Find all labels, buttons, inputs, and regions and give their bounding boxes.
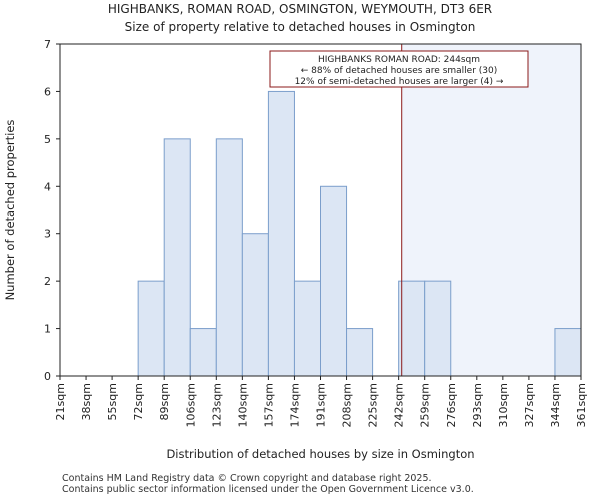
- footer-line-2: Contains public sector information licen…: [62, 484, 474, 495]
- y-tick-label: 5: [44, 133, 51, 146]
- y-tick-label: 0: [44, 370, 51, 383]
- bar-106sqm: [189, 328, 217, 377]
- chart-title: HIGHBANKS, ROMAN ROAD, OSMINGTON, WEYMOU…: [107, 2, 493, 16]
- annotation-line-3: 12% of semi-detached houses are larger (…: [295, 77, 504, 87]
- x-tick-label: 72sqm: [132, 383, 145, 420]
- bar-72sqm: [137, 280, 165, 377]
- bar-208sqm: [346, 328, 374, 377]
- annotation-border: [269, 50, 529, 88]
- x-tick-label: 106sqm: [184, 383, 197, 427]
- x-tick-label: 208sqm: [341, 383, 354, 427]
- bar-89sqm: [163, 138, 191, 377]
- x-tick-label: 191sqm: [315, 383, 328, 427]
- bar-259sqm: [424, 280, 452, 377]
- bar-140sqm: [241, 233, 269, 377]
- x-axis-label: Distribution of detached houses by size …: [166, 447, 474, 461]
- x-tick-label: 157sqm: [262, 383, 275, 427]
- x-tick-label: 310sqm: [497, 383, 510, 427]
- x-tick-label: 21sqm: [54, 383, 67, 420]
- x-tick-label: 293sqm: [471, 383, 484, 427]
- bar-344sqm: [554, 328, 582, 377]
- annotation-line-1: HIGHBANKS ROMAN ROAD: 244sqm: [318, 55, 480, 65]
- bar-123sqm: [215, 138, 243, 377]
- x-tick-label: 140sqm: [236, 383, 249, 427]
- x-tick-label: 174sqm: [288, 383, 301, 427]
- annotation-line-2: ← 88% of detached houses are smaller (30…: [301, 66, 498, 76]
- bar-191sqm: [320, 185, 348, 377]
- bar-174sqm: [293, 280, 322, 377]
- y-tick-label: 1: [44, 323, 51, 336]
- chart-subtitle: Size of property relative to detached ho…: [124, 20, 476, 34]
- x-tick-label: 55sqm: [106, 383, 119, 420]
- x-tick-label: 225sqm: [367, 383, 380, 427]
- y-tick-label: 2: [44, 275, 51, 288]
- x-tick-label: 327sqm: [523, 383, 536, 427]
- x-tick-label: 276sqm: [445, 383, 458, 427]
- y-tick-label: 6: [44, 85, 51, 98]
- bar-157sqm: [267, 90, 295, 377]
- y-tick-label: 7: [44, 38, 51, 51]
- x-tick-label: 259sqm: [419, 383, 432, 427]
- bar-242sqm: [398, 280, 426, 377]
- x-tick-label: 361sqm: [575, 383, 588, 427]
- annotation-box: HIGHBANKS ROMAN ROAD: 244sqm ← 88% of de…: [269, 50, 529, 88]
- x-tick-label: 242sqm: [393, 383, 406, 427]
- x-tick-label: 123sqm: [210, 383, 223, 427]
- x-tick-label: 89sqm: [158, 383, 171, 420]
- footer-line-1: Contains HM Land Registry data © Crown c…: [62, 473, 432, 484]
- y-tick-label: 4: [44, 180, 51, 193]
- y-tick-label: 3: [44, 228, 51, 241]
- y-axis-label: Number of detached properties: [3, 120, 17, 301]
- x-tick-label: 344sqm: [549, 383, 562, 427]
- x-tick-label: 38sqm: [80, 383, 93, 420]
